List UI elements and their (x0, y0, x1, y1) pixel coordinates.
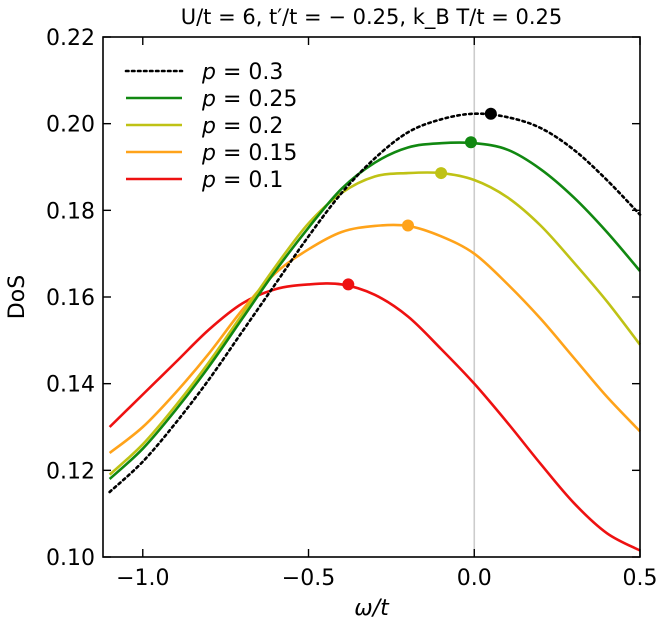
y-tick-label: 0.18 (46, 199, 95, 224)
chart-title: U/t = 6, t′/t = − 0.25, k_B T/t = 0.25 (181, 5, 563, 30)
x-tick-label: −1.0 (116, 566, 169, 591)
series-line (108, 171, 642, 476)
peak-marker (464, 136, 477, 149)
y-tick-label: 0.16 (46, 286, 95, 311)
peak-marker (435, 167, 448, 180)
peak-marker (401, 219, 414, 232)
y-tick-label: 0.20 (46, 113, 95, 138)
legend-label: p = 0.15 (201, 141, 297, 166)
x-tick-label: 0.0 (457, 566, 492, 591)
y-tick-label: 0.12 (46, 459, 95, 484)
legend-label: p = 0.2 (201, 114, 283, 139)
x-tick-label: −0.5 (282, 566, 335, 591)
legend-label: p = 0.3 (201, 60, 283, 85)
legend: p = 0.3p = 0.25p = 0.2p = 0.15p = 0.1 (124, 60, 297, 193)
ticks-layer: −1.0 −0.5 0.0 0.5 0.10 0.12 0.14 0.16 0.18 0.20 0.… (46, 26, 657, 591)
plot-frame (102, 36, 641, 558)
y-tick-label: 0.10 (46, 546, 95, 571)
x-axis-title: ω/t (354, 596, 390, 621)
series-line (108, 223, 641, 455)
x-tick-label: 0.5 (623, 566, 658, 591)
legend-label: p = 0.25 (201, 87, 297, 112)
y-tick-label: 0.14 (46, 373, 95, 398)
series-line (108, 282, 641, 552)
y-axis-title: DoS (5, 275, 30, 319)
peak-markers-layer (342, 107, 497, 291)
series-layer (108, 112, 642, 552)
peak-marker (484, 107, 497, 120)
series-line (108, 112, 642, 494)
legend-label: p = 0.1 (201, 168, 283, 193)
peak-marker (342, 278, 355, 291)
series-line (108, 141, 641, 480)
y-tick-label: 0.22 (46, 26, 95, 51)
